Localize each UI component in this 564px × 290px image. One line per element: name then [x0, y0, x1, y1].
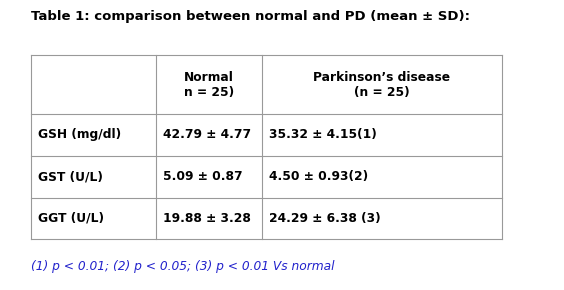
- Text: Normal
n = 25): Normal n = 25): [184, 70, 234, 99]
- Text: 19.88 ± 3.28: 19.88 ± 3.28: [162, 212, 250, 225]
- Text: GGT (U/L): GGT (U/L): [38, 212, 104, 225]
- Text: Parkinson’s disease
(n = 25): Parkinson’s disease (n = 25): [314, 70, 451, 99]
- Text: 5.09 ± 0.87: 5.09 ± 0.87: [162, 170, 242, 183]
- Text: 35.32 ± 4.15(1): 35.32 ± 4.15(1): [268, 128, 376, 142]
- Text: Table 1: comparison between normal and PD (mean ± SD):: Table 1: comparison between normal and P…: [31, 10, 470, 23]
- Text: GST (U/L): GST (U/L): [38, 170, 103, 183]
- Text: 24.29 ± 6.38 (3): 24.29 ± 6.38 (3): [268, 212, 380, 225]
- Text: GSH (mg/dl): GSH (mg/dl): [38, 128, 121, 142]
- Text: 4.50 ± 0.93(2): 4.50 ± 0.93(2): [268, 170, 368, 183]
- Text: 42.79 ± 4.77: 42.79 ± 4.77: [162, 128, 251, 142]
- Text: (1) p < 0.01; (2) p < 0.05; (3) p < 0.01 Vs normal: (1) p < 0.01; (2) p < 0.05; (3) p < 0.01…: [31, 260, 334, 273]
